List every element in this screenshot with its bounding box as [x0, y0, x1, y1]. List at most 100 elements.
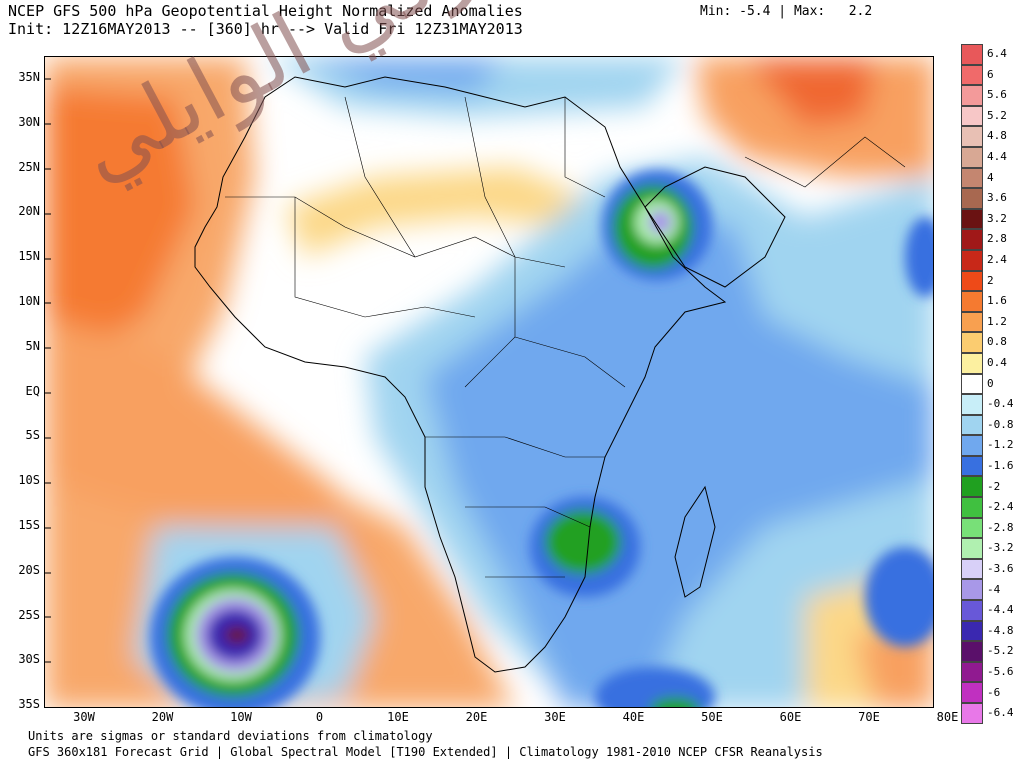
colorbar-swatch	[961, 682, 983, 703]
colorbar-label: 2.4	[987, 253, 1007, 266]
colorbar-swatch	[961, 476, 983, 498]
colorbar-label: 3.2	[987, 211, 1007, 225]
lon-label: 30E	[544, 710, 566, 724]
colorbar-swatch	[961, 64, 983, 86]
colorbar-swatch	[961, 126, 983, 147]
colorbar-label: -1.2	[987, 438, 1014, 452]
colorbar-label: -6	[987, 685, 1001, 699]
colorbar-swatch	[961, 311, 983, 333]
colorbar-label: -5.2	[987, 644, 1014, 658]
colorbar-swatch	[961, 44, 983, 65]
colorbar-label: -3.2	[987, 541, 1014, 555]
lat-label: 20S	[18, 562, 40, 577]
source-note: GFS 360x181 Forecast Grid | Global Spect…	[28, 745, 823, 759]
colorbar-label: 6	[987, 67, 994, 81]
colorbar-label: -2.4	[987, 500, 1014, 514]
lat-label: 30N	[18, 114, 40, 129]
colorbar-swatch	[961, 352, 983, 374]
colorbar-label: -4.8	[987, 623, 1014, 637]
lat-label: 35N	[18, 70, 40, 84]
lon-label: 20E	[465, 710, 488, 724]
colorbar-label: -6.4	[987, 706, 1014, 720]
lat-label: 35S	[18, 697, 40, 712]
colorbar-label: -0.4	[987, 397, 1014, 411]
colorbar-label: -2	[987, 479, 1001, 493]
colorbar-label: -5.6	[987, 665, 1014, 678]
init-valid-line: Init: 12Z16MAY2013 -- [360] hr --> Valid…	[8, 20, 523, 38]
units-note: Units are sigmas or standard deviations …	[28, 729, 433, 743]
colorbar-label: -4	[987, 582, 1001, 596]
colorbar-label: 1.6	[987, 294, 1007, 308]
colorbar-swatch	[961, 146, 983, 168]
lon-label: 0	[315, 710, 324, 724]
colorbar-swatch	[961, 394, 983, 415]
colorbar-label: 2.8	[987, 232, 1007, 246]
map-frame	[44, 56, 934, 708]
country-borders	[225, 96, 906, 578]
colorbar-label: -3.6	[987, 562, 1014, 575]
minmax-separator: |	[778, 4, 787, 19]
colorbar-label: 3.6	[987, 191, 1007, 205]
colorbar-swatch	[961, 538, 983, 559]
colorbar-swatch	[961, 517, 983, 539]
lon-label: 70E	[858, 710, 880, 724]
colorbar-label: -4.4	[987, 603, 1014, 617]
colorbar-swatch	[961, 600, 983, 621]
colorbar-swatch	[961, 579, 983, 601]
colorbar-label: 5.6	[987, 88, 1007, 102]
lat-label: 20N	[18, 204, 40, 219]
colorbar-swatch	[961, 703, 983, 724]
colorbar-swatch	[961, 373, 983, 395]
colorbar-swatch	[961, 641, 983, 662]
colorbar-label: -0.8	[987, 417, 1014, 431]
colorbar-swatch	[961, 188, 983, 209]
colorbar-swatch	[961, 558, 983, 580]
min-max-readout: Min: -5.4 | Max: 2.2	[700, 4, 872, 19]
colorbar-label: 0	[987, 376, 994, 390]
lat-label: 15S	[18, 518, 40, 532]
chart-title: NCEP GFS 500 hPa Geopotential Height Nor…	[8, 2, 523, 20]
lat-label: 15N	[18, 249, 40, 264]
colorbar-swatch	[961, 105, 983, 127]
anomaly-cores	[150, 170, 933, 707]
colorbar-swatch	[961, 208, 983, 230]
lon-label: 60E	[779, 710, 802, 724]
max-value: 2.2	[848, 4, 873, 19]
colorbar-swatch	[961, 620, 983, 642]
colorbar-label: 4.4	[987, 150, 1007, 163]
min-value: -5.4	[739, 4, 771, 19]
graticule	[45, 78, 51, 663]
colorbar-label: 2	[987, 273, 994, 287]
lat-label: 30S	[18, 652, 40, 667]
colorbar-label: 5.2	[987, 108, 1007, 122]
min-label: Min:	[700, 4, 732, 19]
colorbar-swatch	[961, 661, 983, 683]
colorbar-swatch	[961, 414, 983, 436]
lat-label: 10S	[18, 473, 40, 488]
lat-label: 5N	[25, 338, 40, 353]
colorbar-swatch	[961, 497, 983, 518]
lon-label: 10E	[387, 710, 409, 724]
colorbar-swatch	[961, 291, 983, 312]
colorbar-swatch	[961, 85, 983, 106]
anomaly-map	[45, 57, 933, 707]
colorbar-swatch	[961, 435, 983, 456]
colorbar-swatch	[961, 332, 983, 353]
lon-label: 20W	[151, 710, 174, 724]
colorbar-label: 4	[987, 170, 994, 184]
lat-label: 25S	[18, 607, 40, 622]
colorbar-label: 4.8	[987, 129, 1007, 143]
lat-label: EQ	[25, 383, 40, 398]
colorbar-label: -1.6	[987, 459, 1014, 472]
lon-label: 40E	[622, 710, 645, 724]
colorbar-swatch	[961, 167, 983, 189]
lon-label: 10W	[230, 710, 252, 724]
coastlines	[194, 76, 786, 673]
colorbar	[961, 44, 983, 724]
colorbar-label: 0.4	[987, 356, 1007, 369]
colorbar-swatch	[961, 270, 983, 292]
colorbar-swatch	[961, 455, 983, 477]
colorbar-label: 1.2	[987, 314, 1007, 328]
lat-label: 25N	[18, 159, 40, 174]
colorbar-label: -2.8	[987, 520, 1014, 534]
